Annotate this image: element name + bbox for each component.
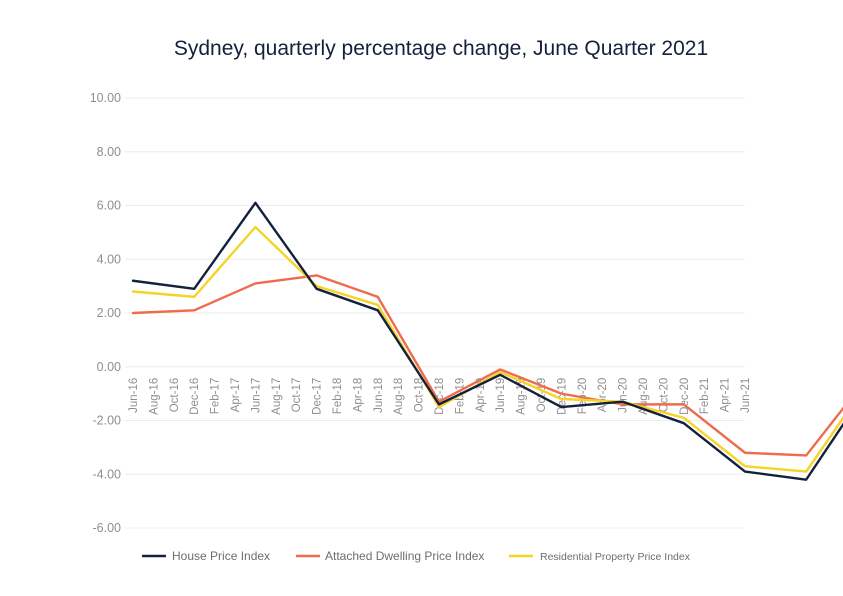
x-tick-label: Apr-21 [720, 378, 732, 413]
series-line-attached-dwelling-price-index [131, 274, 843, 457]
y-tick-label: 8.00 [97, 145, 121, 159]
x-tick-label: Dec-17 [312, 378, 324, 415]
legend-label: Attached Dwelling Price Index [325, 549, 484, 563]
x-tick-label: Feb-17 [210, 378, 222, 414]
y-axis-tick-labels: 10.00 8.00 6.00 4.00 2.00 0.00 -2.00 -4.00 -6.00 [90, 91, 121, 535]
x-axis-tick-labels: Jun-16 Aug-16 Oct-16 Dec-16 Feb-17 Apr-17 Jun-… [128, 378, 752, 415]
x-tick-label: Aug-16 [148, 378, 160, 415]
y-tick-label: 6.00 [97, 199, 121, 213]
x-tick-label: Oct-17 [291, 378, 303, 413]
x-tick-label: Jun-18 [373, 378, 385, 413]
grid-lines [125, 97, 745, 529]
series-line-residential-property-price-index [131, 225, 843, 473]
y-tick-label: -6.00 [93, 521, 122, 535]
y-tick-label: 4.00 [97, 252, 121, 266]
legend-label: House Price Index [172, 549, 270, 563]
y-tick-label: 0.00 [97, 360, 121, 374]
y-tick-label: 10.00 [90, 91, 121, 105]
x-tick-label: Oct-16 [169, 378, 181, 413]
series-lines [131, 201, 843, 481]
y-tick-label: 2.00 [97, 306, 121, 320]
x-tick-label: Apr-20 [597, 378, 609, 413]
x-tick-label: Aug-17 [271, 378, 283, 415]
y-tick-label: -2.00 [93, 414, 122, 428]
x-tick-label: Jun-19 [495, 378, 507, 413]
chart-title: Sydney, quarterly percentage change, Jun… [174, 37, 708, 60]
x-tick-label: Oct-20 [658, 378, 670, 413]
x-tick-label: Oct-18 [414, 378, 426, 413]
x-tick-label: Jun-20 [618, 378, 630, 413]
x-tick-label: Aug-18 [393, 378, 405, 415]
x-tick-label: Jun-21 [740, 378, 752, 413]
x-tick-label: Dec-16 [189, 378, 201, 415]
legend: House Price Index Attached Dwelling Price… [142, 549, 691, 563]
series-line-house-price-index [131, 201, 843, 481]
x-tick-label: Jun-17 [250, 378, 262, 413]
legend-label: Residential Property Price Index [540, 551, 691, 563]
x-tick-label: Jun-16 [128, 378, 140, 413]
x-tick-label: Apr-18 [352, 378, 364, 413]
y-tick-label: -4.00 [93, 467, 122, 481]
x-tick-label: Feb-21 [699, 378, 711, 414]
x-tick-label: Feb-18 [332, 378, 344, 414]
x-tick-label: Apr-17 [230, 378, 242, 413]
